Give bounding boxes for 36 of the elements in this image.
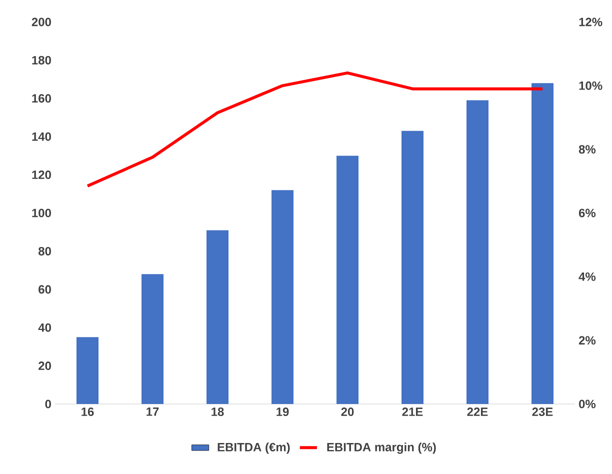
y-tick-label: 100 (32, 208, 51, 218)
y-tick-label: 20 (38, 362, 51, 370)
y-tick-label: 80 (38, 246, 51, 256)
bar (466, 100, 488, 404)
bar (336, 156, 359, 404)
y-tick-label: 140 (32, 132, 51, 141)
y2-tick-label: 2% (578, 336, 596, 345)
x-tick-label: 18 (212, 408, 224, 416)
bar (206, 230, 229, 404)
bar (532, 83, 554, 404)
x-tick-label: 22E (467, 408, 488, 416)
bar (76, 337, 99, 404)
y2-tick-label: 4% (578, 272, 596, 281)
y2-tick-label: 6% (578, 208, 596, 218)
legend-label: EBITDA (€m) (218, 442, 290, 454)
x-tick-label: 16 (82, 408, 94, 416)
y-tick-label: 180 (32, 56, 51, 64)
bar (402, 130, 424, 404)
y-tick-label: 40 (38, 323, 51, 332)
y2-tick-label: 0% (579, 400, 596, 408)
y-tick-label: 60 (38, 285, 51, 294)
bar (272, 190, 294, 404)
y-tick-label: 120 (32, 170, 51, 180)
x-tick-label: 21E (402, 408, 423, 416)
y2-tick-label: 10% (579, 81, 602, 90)
x-tick-label: 17 (146, 408, 159, 416)
bar (142, 274, 164, 404)
x-tick-label: 20 (341, 408, 354, 416)
x-tick-label: 19 (276, 408, 289, 416)
y2-tick-label: 8% (578, 145, 596, 154)
y-tick-label: 160 (32, 94, 51, 103)
y-tick-label: 0 (45, 400, 51, 408)
y2-tick-label: 12% (579, 18, 602, 26)
legend-label: EBITDA margin (%) (327, 442, 436, 454)
x-tick-label: 23E (532, 408, 553, 416)
y-tick-label: 200 (32, 18, 51, 26)
